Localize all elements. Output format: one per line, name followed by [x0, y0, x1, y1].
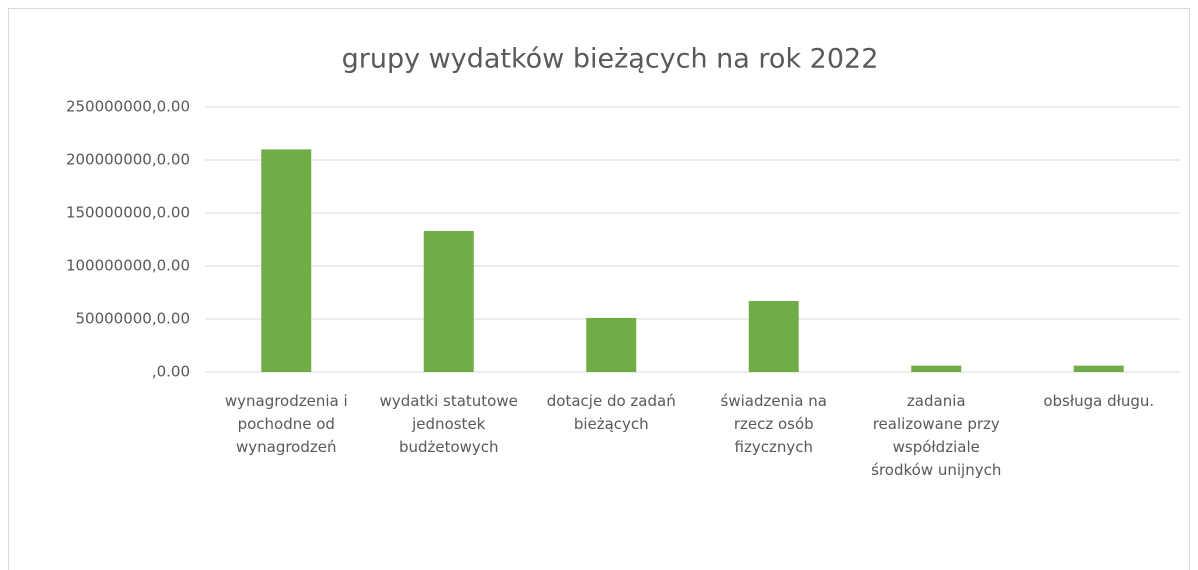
bar — [1073, 365, 1124, 372]
x-tick-label: dotacje do zadań bieżących — [546, 392, 676, 433]
x-tick-label: wydatki statutowe jednostek budżetowych — [379, 392, 518, 456]
y-tick-label: 200000000,0.00 — [66, 151, 190, 169]
bar — [911, 365, 962, 372]
bar — [261, 149, 312, 372]
x-tick-label: świadzenia na rzecz osób fizycznych — [720, 392, 827, 456]
x-tick-label: obsługa długu. — [1043, 392, 1155, 410]
chart-border — [8, 8, 1190, 570]
y-tick-label: 250000000,0.00 — [66, 98, 190, 116]
x-tick-label: zadania realizowane przy współdziale śro… — [871, 392, 1002, 479]
chart-title: grupy wydatków bieżących na rok 2022 — [342, 44, 879, 75]
bar — [586, 317, 637, 372]
y-tick-label: 100000000,0.00 — [66, 257, 190, 275]
y-tick-label: 150000000,0.00 — [66, 204, 190, 222]
y-tick-label: ,0.00 — [152, 363, 190, 381]
bar — [748, 300, 799, 372]
y-tick-label: 50000000,0.00 — [75, 310, 190, 328]
bar — [423, 231, 474, 372]
x-tick-label: wynagrodzenia i pochodne od wynagrodzeń — [224, 392, 348, 456]
